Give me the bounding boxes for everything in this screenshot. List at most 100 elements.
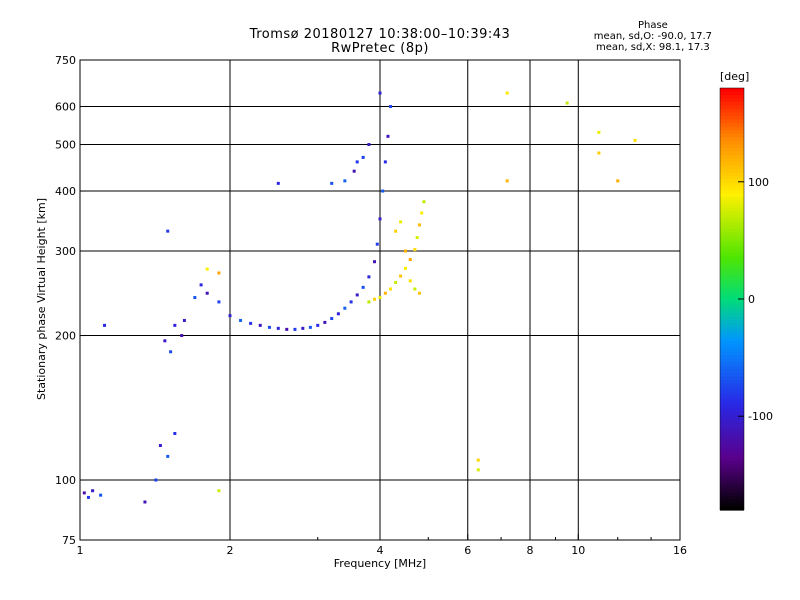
x-tick-label: 10 (571, 544, 585, 557)
colorbar-segment (720, 130, 744, 135)
chart-title: Tromsø 20180127 10:38:00–10:39:43 (249, 27, 511, 42)
y-tick-label: 200 (55, 330, 76, 343)
colorbar-segment (720, 383, 744, 388)
x-trace-point (367, 300, 371, 304)
o-trace-point (285, 327, 289, 331)
colorbar-segment (720, 95, 744, 100)
o-trace-point (267, 325, 271, 329)
colorbar-segment (720, 348, 744, 353)
colorbar-segment (720, 471, 744, 476)
colorbar-segment (720, 362, 744, 367)
colorbar-segment (720, 161, 744, 166)
phase-line-o: mean, sd,O: -90.0, 17.7 (593, 31, 712, 42)
colorbar-segment (720, 506, 744, 511)
colorbar-segment (720, 302, 744, 307)
phase-heading: Phase (637, 20, 668, 31)
colorbar-segment (720, 379, 744, 384)
o-trace-point (163, 339, 167, 343)
o-trace-point (316, 323, 320, 327)
o-trace-point (378, 91, 382, 95)
colorbar-segment (720, 295, 744, 300)
x-trace-point (415, 236, 419, 240)
o-trace-point (158, 444, 162, 448)
o-trace-point (293, 327, 297, 331)
colorbar-segment (720, 186, 744, 191)
colorbar-segment (720, 144, 744, 149)
colorbar-segment (720, 334, 744, 339)
o-trace-point (386, 134, 390, 138)
colorbar-segment (720, 242, 744, 247)
o-trace-point (228, 314, 232, 318)
x-trace-point (205, 267, 209, 271)
colorbar-segment (720, 256, 744, 261)
x-trace-point (422, 200, 426, 204)
colorbar-segment (720, 404, 744, 409)
y-axis-label: Stationary phase Virtual Height [km] (35, 197, 48, 400)
colorbar-segment (720, 460, 744, 465)
colorbar-segment (720, 467, 744, 472)
colorbar-segment (720, 189, 744, 195)
o-trace-point (361, 285, 365, 289)
x-trace-point (505, 91, 509, 95)
colorbar-segment (720, 207, 744, 212)
y-tick-label: 400 (55, 185, 76, 198)
o-trace-point (82, 491, 86, 495)
x-trace-point (616, 179, 620, 183)
x-tick-label: 2 (227, 544, 234, 557)
o-trace-point (276, 181, 280, 185)
x-trace-point (565, 101, 569, 105)
o-trace-point (193, 296, 197, 300)
colorbar-segment (720, 439, 744, 444)
x-trace-point (597, 151, 601, 155)
o-trace-point (389, 105, 393, 109)
colorbar-segment (720, 457, 744, 462)
x-trace-point (633, 138, 637, 142)
o-trace-point (166, 229, 170, 233)
colorbar-segment (720, 485, 744, 490)
x-trace-point (383, 291, 387, 295)
colorbar-segment (720, 320, 744, 325)
o-trace-point (199, 283, 203, 287)
colorbar-segment (720, 154, 744, 159)
o-trace-point (381, 189, 385, 193)
phase-info: Phase mean, sd,O: -90.0, 17.7 mean, sd,X… (594, 20, 712, 53)
o-trace-point (361, 155, 365, 159)
colorbar-segment (720, 109, 744, 114)
colorbar-segment (720, 179, 744, 184)
o-trace-point (330, 317, 334, 321)
colorbar-segment (720, 228, 744, 233)
x-trace-point (403, 266, 407, 270)
o-trace-point (258, 323, 262, 327)
x-trace-point (408, 279, 412, 283)
colorbar-segment (720, 299, 744, 304)
o-trace-point (205, 291, 209, 295)
colorbar-segment (720, 88, 744, 93)
colorbar-segment (720, 102, 744, 107)
colorbar-tick-label: 100 (748, 176, 769, 189)
o-trace-point (169, 350, 173, 354)
y-tick-label: 500 (55, 139, 76, 152)
o-trace-point (154, 478, 158, 482)
colorbar-segment (720, 415, 744, 420)
o-trace-point (301, 326, 305, 330)
o-trace-point (173, 432, 177, 436)
x-trace-point (417, 291, 421, 295)
o-trace-point (330, 181, 334, 185)
x-trace-point (217, 489, 221, 493)
colorbar-segment (720, 376, 744, 381)
colorbar-segment (720, 393, 744, 399)
colorbar-segment (720, 263, 744, 268)
colorbar-segment (720, 246, 744, 251)
x-trace-point (476, 458, 480, 462)
colorbar-segment (720, 288, 744, 293)
colorbar-segment (720, 323, 744, 328)
colorbar-segment (720, 126, 744, 131)
o-trace-point (367, 275, 371, 279)
y-tick-label: 600 (55, 101, 76, 114)
o-trace-point (355, 293, 359, 297)
x-trace-point (413, 287, 417, 291)
colorbar-segment (720, 453, 744, 458)
o-trace-point (323, 320, 327, 324)
colorbar-segment (720, 330, 744, 335)
colorbar-tick-label: 0 (748, 293, 755, 306)
